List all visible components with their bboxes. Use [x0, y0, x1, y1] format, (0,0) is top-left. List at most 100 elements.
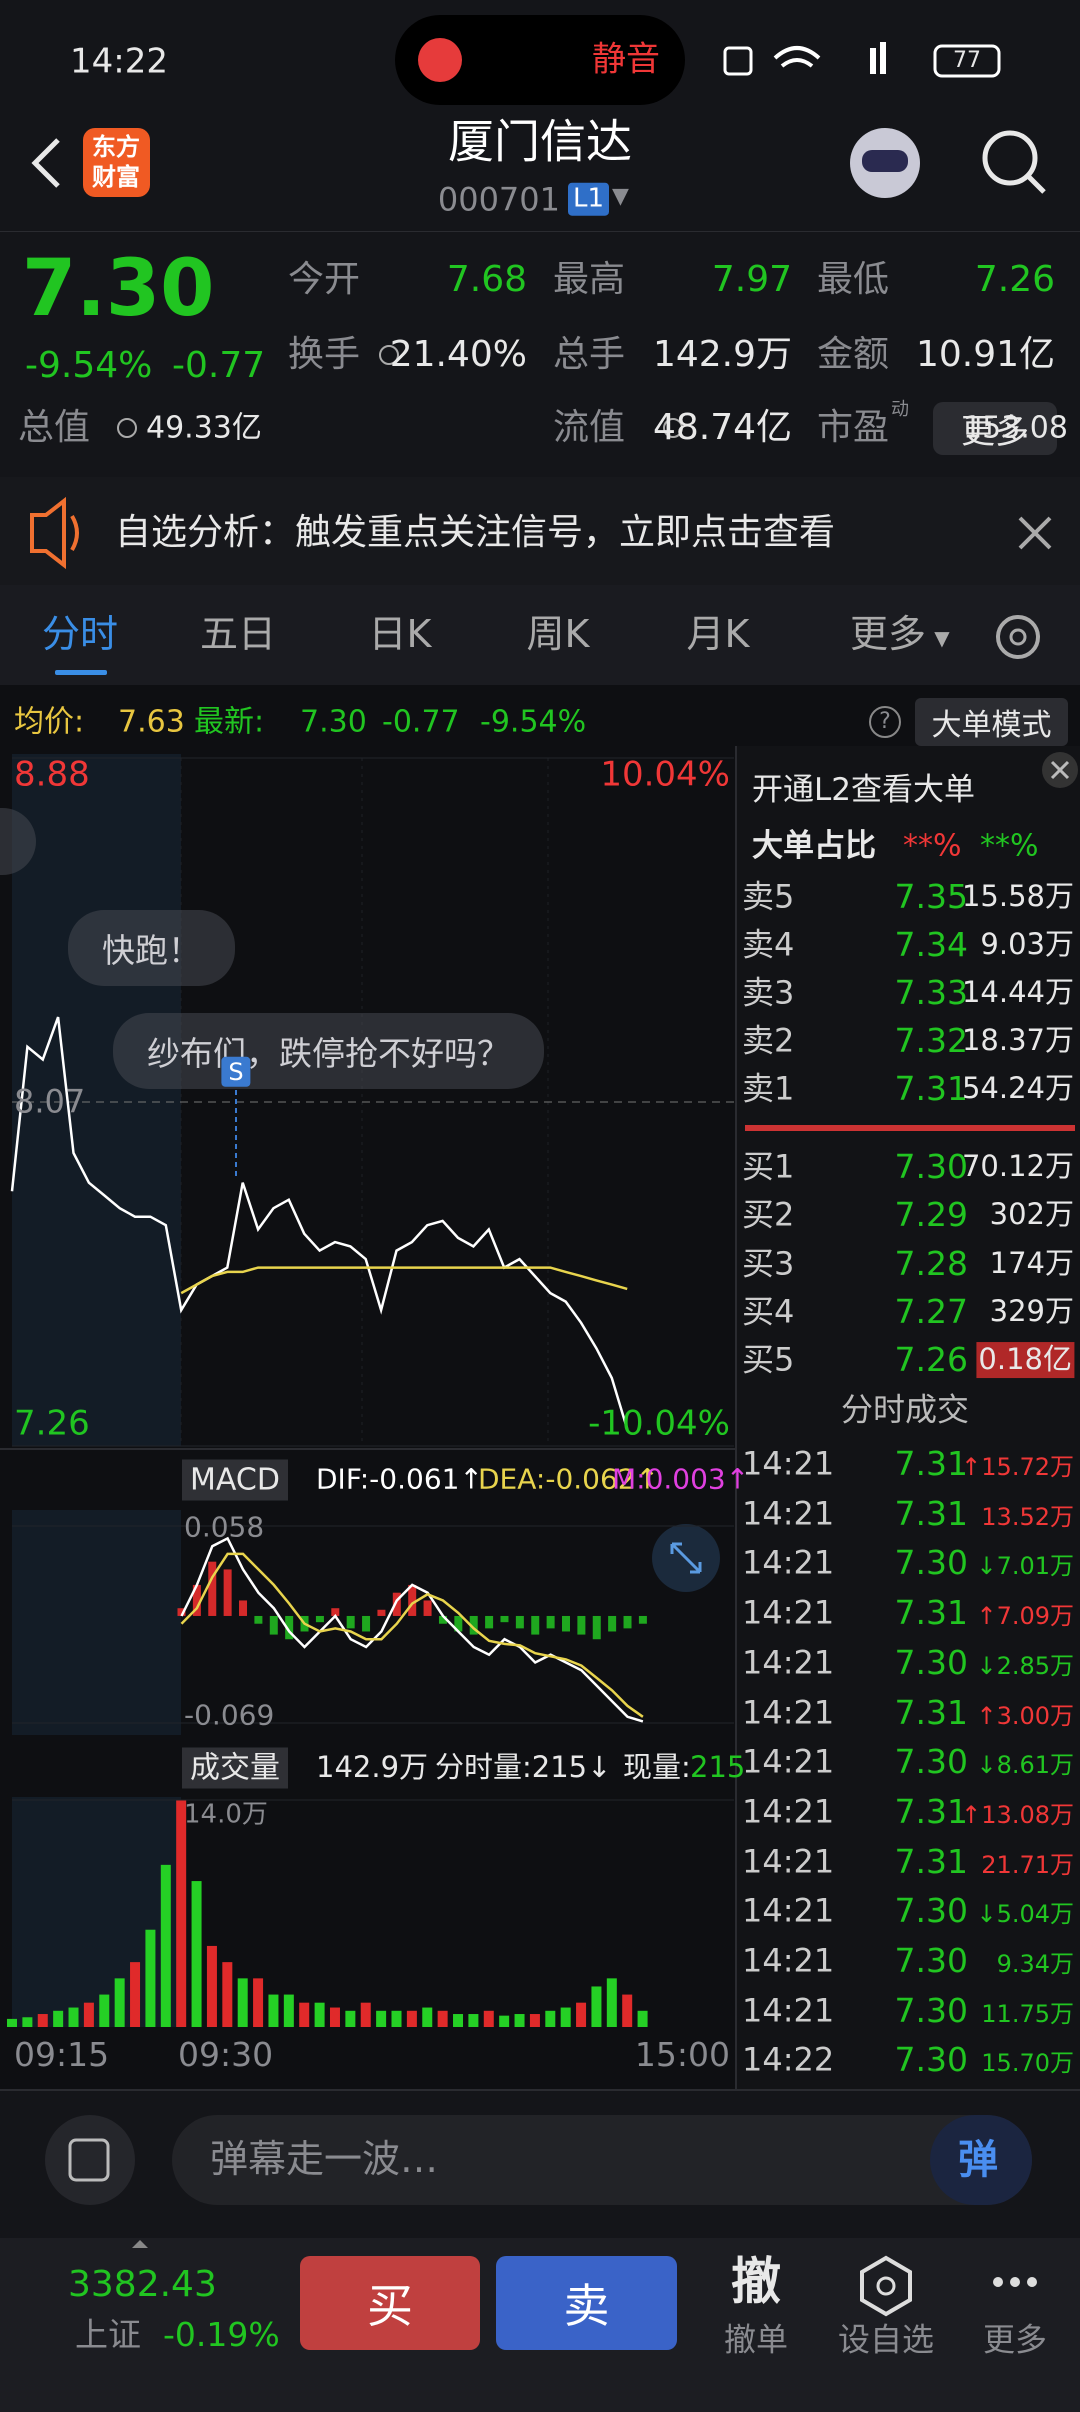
- volume-bar: [499, 2015, 510, 2027]
- trade-time: 14:21: [742, 1444, 835, 1483]
- danmaku-toggle[interactable]: 弹: [958, 2137, 998, 2183]
- volume-bar: [391, 2010, 402, 2027]
- book-price: 7.35: [894, 876, 968, 916]
- level-badge: L1: [568, 182, 610, 216]
- book-label: 买2: [742, 1195, 795, 1234]
- y-tick-label: -0.069: [184, 1698, 275, 1732]
- volume-bar: [376, 2010, 387, 2027]
- trade-price: 7.30: [894, 1543, 968, 1583]
- volume-bar: [191, 1881, 202, 2027]
- trade-price: 7.30: [894, 2040, 968, 2080]
- volume-bar: [483, 2010, 494, 2027]
- cancel-label[interactable]: 撤单: [723, 2320, 789, 2359]
- trade-volume: 9.34万: [996, 1949, 1074, 1978]
- macd-bar: [315, 1615, 324, 1623]
- volume-bar: [437, 2010, 448, 2027]
- book-volume: 18.37万: [961, 1023, 1074, 1058]
- macd-bar: [485, 1615, 494, 1629]
- volume-total: 142.9万: [316, 1750, 429, 1785]
- index-change: -0.19%: [163, 2314, 280, 2354]
- avg-label: 均价:: [14, 704, 85, 740]
- book-price: 7.27: [894, 1291, 968, 1331]
- volume-bar: [545, 2010, 556, 2027]
- help-icon[interactable]: ?: [879, 708, 891, 734]
- mode-button[interactable]: 大单模式: [915, 698, 1068, 746]
- field-value: 10.91亿: [915, 334, 1055, 376]
- volume-selector[interactable]: 成交量: [182, 1747, 288, 1789]
- volume-bar: [7, 2018, 17, 2027]
- field-value: 153.08: [963, 410, 1068, 446]
- volume-bar: [606, 1978, 617, 2027]
- reference-label: 8.07: [14, 1082, 86, 1121]
- macd-bar: [408, 1584, 417, 1616]
- volume-bar: [314, 2002, 325, 2027]
- more-label[interactable]: 更多: [982, 2320, 1048, 2359]
- field-label: 今开: [288, 259, 361, 301]
- volume-bar: [68, 2007, 79, 2027]
- trade-volume: ↓5.04万: [976, 1900, 1074, 1929]
- dropdown-arrow[interactable]: ▼: [612, 183, 629, 209]
- macd-bar: [546, 1615, 555, 1629]
- sell-button[interactable]: 卖: [496, 2256, 677, 2350]
- volume-bar: [360, 2002, 371, 2027]
- book-price: 7.29: [894, 1195, 968, 1235]
- macd-bar: [577, 1615, 586, 1635]
- trade-price: 7.30: [894, 1742, 968, 1782]
- tab[interactable]: 周K: [526, 612, 590, 657]
- index-name: 上证: [75, 2314, 141, 2354]
- trade-price: 7.31: [894, 1841, 968, 1881]
- trade-time: 14:21: [742, 1792, 835, 1831]
- cancel-icon[interactable]: 撤: [731, 2252, 781, 2311]
- trade-time: 14:21: [742, 1842, 835, 1880]
- trade-price: 7.30: [894, 1990, 968, 2030]
- macd-legend: DEA:-0.062↑: [478, 1462, 660, 1496]
- book-volume: 54.24万: [961, 1071, 1074, 1106]
- field-value: 142.9万: [652, 334, 792, 376]
- book-volume: 0.18亿: [976, 1342, 1074, 1379]
- clock: 14:22: [70, 41, 168, 82]
- more-button[interactable]: 更多: [933, 402, 1057, 455]
- trade-volume: ↓7.01万: [976, 1552, 1074, 1581]
- macd-bar: [531, 1615, 540, 1635]
- tab[interactable]: 五日: [199, 612, 277, 657]
- tab[interactable]: 更多: [849, 612, 927, 657]
- period-volume: 分时量:215↓: [435, 1750, 612, 1785]
- comment-input[interactable]: 弹幕走一波…: [210, 2137, 439, 2182]
- trade-volume: 11.75万: [981, 1999, 1074, 2028]
- macd-legend: M:0.003↑: [612, 1462, 750, 1496]
- buy-button[interactable]: 买: [300, 2256, 480, 2350]
- trade-time: 14:21: [742, 1543, 835, 1582]
- trade-time: 14:21: [742, 1643, 835, 1682]
- tab-arrow[interactable]: ▼: [934, 626, 950, 650]
- danmaku: 纱布们，跌停抢不好吗？: [113, 1013, 544, 1089]
- trade-time: 14:22: [742, 2040, 835, 2079]
- macd-selector[interactable]: MACD: [182, 1459, 288, 1501]
- book-price: 7.30: [894, 1146, 968, 1186]
- trades-title[interactable]: 分时成交: [840, 1390, 970, 1429]
- field-label: 流值: [553, 407, 626, 449]
- macd-bar: [192, 1584, 201, 1616]
- trade-price: 7.31: [894, 1791, 968, 1831]
- current-volume-label: 现量:: [623, 1750, 691, 1785]
- tab[interactable]: 月K: [686, 612, 750, 657]
- l2-link[interactable]: 开通L2查看大单: [752, 771, 975, 808]
- watch-label[interactable]: 设自选: [837, 2320, 935, 2359]
- trade-volume: 21.71万: [981, 1850, 1074, 1879]
- tab[interactable]: 日K: [368, 612, 432, 657]
- danmaku: 快跑！: [68, 910, 235, 986]
- banner-text[interactable]: 自选分析：触发重点关注信号，立即点击查看: [115, 512, 836, 554]
- macd-bar: [239, 1600, 248, 1616]
- trade-price: 7.31: [894, 1443, 968, 1483]
- volume-bar: [514, 2014, 525, 2027]
- volume-bar: [160, 1864, 171, 2027]
- volume-bar: [145, 1929, 156, 2027]
- volume-bar: [422, 2007, 433, 2027]
- macd-bar: [377, 1609, 386, 1616]
- signal-marker[interactable]: S: [221, 1056, 251, 1088]
- tab[interactable]: 分时: [41, 612, 119, 657]
- macd-bar: [346, 1615, 355, 1629]
- volume-bar: [529, 2014, 540, 2027]
- volume-bar: [114, 1978, 125, 2027]
- volume-bar: [268, 1994, 279, 2027]
